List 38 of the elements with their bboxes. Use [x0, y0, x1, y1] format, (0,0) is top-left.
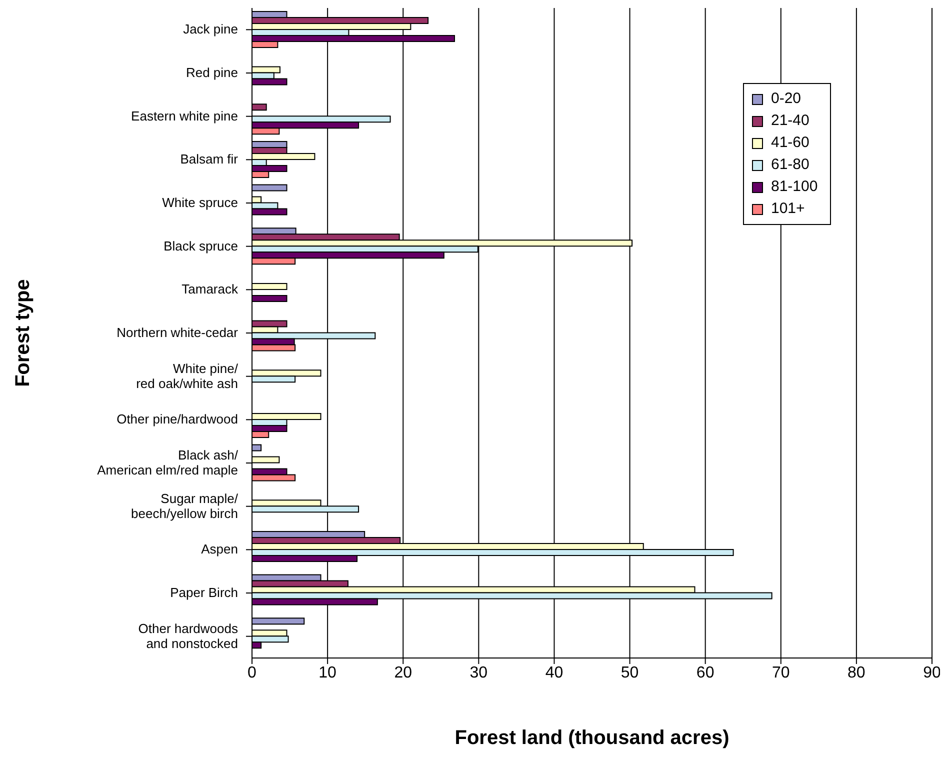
y-tick-label: Black ash/ American elm/red maple — [97, 448, 238, 478]
y-tick-label: Aspen — [201, 542, 238, 557]
x-tick-label: 0 — [248, 664, 257, 682]
x-tick-label: 90 — [923, 664, 941, 682]
y-tick-label: Sugar maple/ beech/yellow birch — [131, 490, 238, 521]
bar — [252, 618, 305, 625]
legend-label: 101+ — [771, 199, 805, 219]
bar — [252, 184, 288, 192]
y-tick-label: Red pine — [186, 65, 238, 80]
x-tick-label: 70 — [772, 664, 790, 682]
x-tick-label: 50 — [620, 664, 639, 682]
x-tick-label: 60 — [696, 664, 714, 682]
y-tick-label: Northern white-cedar — [116, 325, 239, 340]
y-tick-label: Tamarack — [182, 282, 238, 297]
x-tick-label: 30 — [470, 664, 488, 682]
legend-label: 0-20 — [771, 89, 802, 109]
bar — [252, 294, 288, 302]
y-tick-label: Black spruce — [164, 238, 238, 254]
bar — [252, 444, 262, 452]
legend-label: 61-80 — [771, 155, 810, 175]
legend-label: 41-60 — [771, 133, 810, 153]
x-tick-label: 10 — [318, 664, 337, 682]
y-tick-label: Jack pine — [183, 22, 238, 37]
x-tick-label: 80 — [848, 664, 866, 682]
y-tick-label: Other hardwoods and nonstocked — [138, 620, 238, 651]
y-tick-label: Other pine/hardwood — [116, 412, 238, 427]
y-tick-label: Eastern white pine — [131, 108, 238, 124]
x-tick-label: 20 — [394, 664, 412, 682]
bar — [252, 104, 267, 111]
y-axis-title: Forest type — [12, 279, 34, 387]
x-tick-label: 40 — [545, 664, 564, 682]
legend-label: 21-40 — [771, 111, 810, 131]
legend-label: 81-100 — [771, 177, 818, 197]
y-tick-label: Balsam fir — [180, 152, 239, 167]
x-axis-title: Forest land (thousand acres) — [454, 727, 730, 749]
y-tick-label: White spruce — [162, 195, 238, 210]
y-tick-label: White pine/ red oak/white ash — [136, 360, 238, 391]
y-tick-label: Paper Birch — [170, 585, 238, 600]
